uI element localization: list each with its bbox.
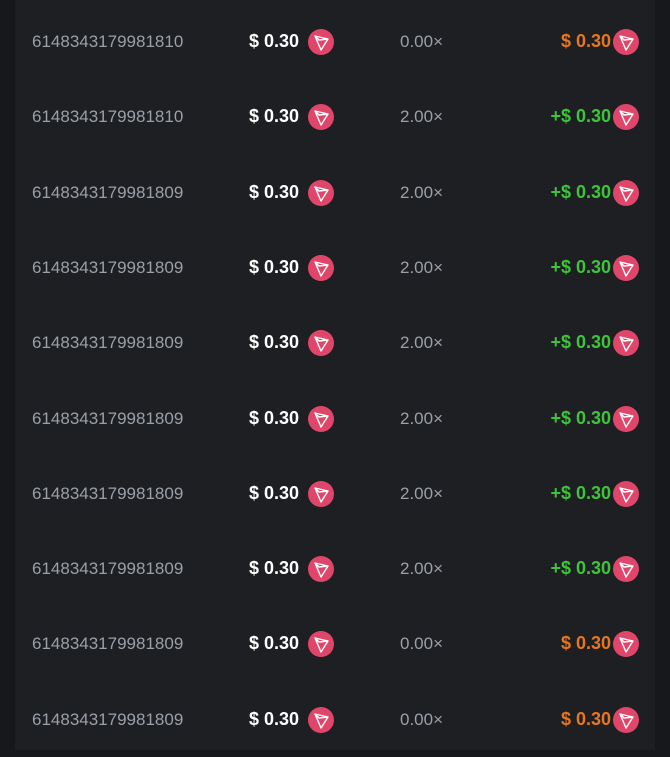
payout: +$ 0.30 [550,482,611,503]
bet-row[interactable]: 6148343179981809 $ 0.30 0.00× $ 0.30 [15,682,655,757]
multiplier: 2.00× [400,182,444,202]
bet-id[interactable]: 6148343179981809 [32,709,184,729]
tron-icon [308,631,334,658]
tron-icon [308,104,334,131]
tron-icon [308,480,334,507]
bet-amount: $ 0.30 [249,106,300,127]
payout: $ 0.30 [560,633,611,654]
bet-id[interactable]: 6148343179981809 [32,559,184,579]
multiplier: 2.00× [400,333,444,353]
multiplier: 2.00× [400,559,444,579]
bet-amount: $ 0.30 [249,633,300,654]
payout: $ 0.30 [560,31,611,51]
payout: +$ 0.30 [550,407,611,428]
tron-icon [613,706,639,733]
multiplier: 2.00× [400,483,444,503]
tron-icon [308,556,334,583]
tron-icon [308,330,334,357]
tron-icon [613,631,639,658]
tron-icon [613,556,639,583]
tron-icon [308,29,334,55]
bet-amount: $ 0.30 [249,256,300,277]
tron-icon [613,29,639,55]
multiplier: 0.00× [400,634,444,654]
multiplier: 2.00× [400,257,444,277]
tron-icon [613,179,639,206]
bet-history-list: 6148343179981810 $ 0.30 0.00× $ 0.30 614… [15,0,655,750]
bet-id[interactable]: 6148343179981809 [32,634,184,654]
bet-amount: $ 0.30 [249,482,300,503]
payout: $ 0.30 [560,708,611,729]
tron-icon [613,480,639,507]
bet-amount: $ 0.30 [249,181,300,202]
bet-id[interactable]: 6148343179981810 [32,107,184,127]
bet-id[interactable]: 6148343179981809 [32,408,184,428]
multiplier: 2.00× [400,107,444,127]
tron-icon [308,706,334,733]
tron-icon [613,254,639,281]
bet-row[interactable]: 6148343179981809 $ 0.30 2.00× +$ 0.30 [15,381,655,456]
bet-amount: $ 0.30 [249,31,300,51]
payout: +$ 0.30 [550,106,611,127]
bet-amount: $ 0.30 [249,558,300,579]
bet-row[interactable]: 6148343179981810 $ 0.30 0.00× $ 0.30 [15,4,655,79]
bet-row[interactable]: 6148343179981810 $ 0.30 2.00× +$ 0.30 [15,79,655,154]
bet-id[interactable]: 6148343179981810 [32,32,184,51]
bet-amount: $ 0.30 [249,708,300,729]
payout: +$ 0.30 [550,332,611,353]
bet-amount: $ 0.30 [249,332,300,353]
bet-id[interactable]: 6148343179981809 [32,483,184,503]
bet-id[interactable]: 6148343179981809 [32,333,184,353]
tron-icon [613,405,639,432]
bet-amount: $ 0.30 [249,407,300,428]
bet-row[interactable]: 6148343179981809 $ 0.30 2.00× +$ 0.30 [15,155,655,230]
bet-row[interactable]: 6148343179981809 $ 0.30 2.00× +$ 0.30 [15,305,655,380]
payout: +$ 0.30 [550,256,611,277]
bet-row[interactable]: 6148343179981809 $ 0.30 2.00× +$ 0.30 [15,230,655,305]
multiplier: 0.00× [400,709,444,729]
tron-icon [613,104,639,131]
tron-icon [613,330,639,357]
bet-row[interactable]: 6148343179981809 $ 0.30 2.00× +$ 0.30 [15,456,655,531]
bet-row[interactable]: 6148343179981809 $ 0.30 2.00× +$ 0.30 [15,531,655,606]
bet-row[interactable]: 6148343179981809 $ 0.30 0.00× $ 0.30 [15,606,655,681]
payout: +$ 0.30 [550,181,611,202]
bet-id[interactable]: 6148343179981809 [32,182,184,202]
multiplier: 2.00× [400,408,444,428]
tron-icon [308,254,334,281]
multiplier: 0.00× [400,32,444,51]
tron-icon [308,179,334,206]
payout: +$ 0.30 [550,558,611,579]
bet-id[interactable]: 6148343179981809 [32,257,184,277]
tron-icon [308,405,334,432]
